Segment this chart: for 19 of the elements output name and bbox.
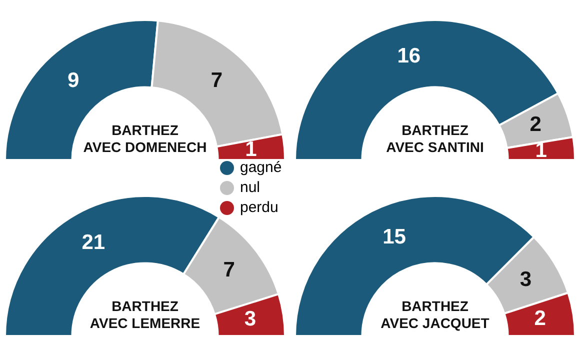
data-label: 1 xyxy=(245,138,258,161)
data-label: 7 xyxy=(210,69,223,92)
legend-label: nul xyxy=(240,178,260,198)
text: BARTHEZ AVEC JACQUET xyxy=(380,298,490,331)
legend-label: gagné xyxy=(240,158,282,178)
text: BARTHEZ AVEC DOMENECH xyxy=(83,122,207,155)
data-label: 2 xyxy=(534,307,546,330)
data-label: 15 xyxy=(382,225,406,248)
text: BARTHEZ AVEC SANTINI xyxy=(386,122,484,155)
data-label: 21 xyxy=(82,230,106,254)
legend-label: perdu xyxy=(240,198,278,218)
data-label: 3 xyxy=(520,268,532,292)
data-label: 2 xyxy=(530,113,542,136)
data-label: 16 xyxy=(397,44,421,68)
data-label: 7 xyxy=(223,258,235,282)
text: BARTHEZ AVEC LEMERRE xyxy=(90,298,200,331)
data-label: 1 xyxy=(535,139,548,162)
data-label: 3 xyxy=(244,308,256,331)
data-label: 9 xyxy=(67,69,80,92)
